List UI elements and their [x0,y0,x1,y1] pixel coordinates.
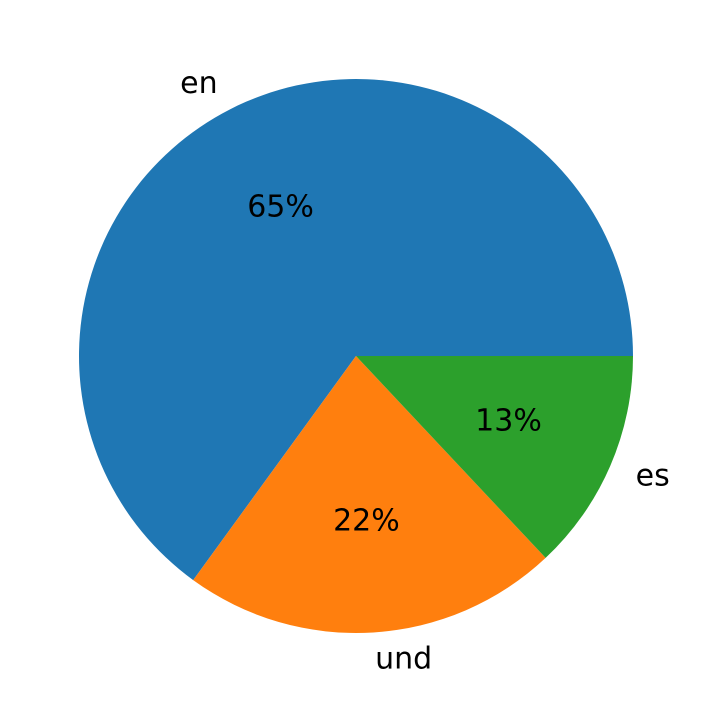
percent-label: 65% [247,189,314,224]
slice-label: es [636,459,670,494]
pie-slice [356,356,633,558]
slice-label: und [375,642,432,677]
slice-label: en [180,66,217,101]
percent-label: 13% [475,404,542,439]
percent-label: 22% [333,503,400,538]
pie-slice [79,79,634,581]
pie-slice [193,356,546,633]
